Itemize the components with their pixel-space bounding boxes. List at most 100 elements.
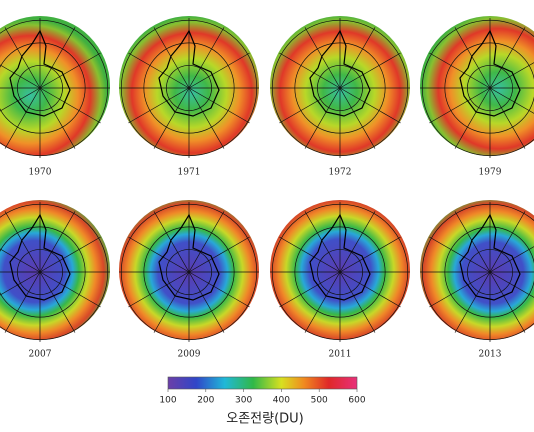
meridian-line: [279, 236, 341, 273]
meridian-line: [454, 27, 491, 89]
colorbar-tick-label: 500: [311, 396, 328, 406]
meridian-line: [128, 271, 190, 308]
meridian-line: [279, 271, 341, 308]
meridian-line: [4, 271, 41, 333]
colorbar-tick-label: 100: [159, 396, 176, 406]
meridian-line: [0, 64, 41, 89]
meridian-line: [188, 211, 225, 273]
year-label: 2011: [329, 350, 352, 360]
year-label: 2009: [178, 350, 201, 360]
meridian-line: [489, 87, 526, 149]
ozone-map: 1972: [270, 16, 410, 178]
ozone-map: 2009: [119, 200, 259, 360]
meridian-line: [429, 52, 491, 89]
antarctica-outline: [459, 213, 521, 301]
meridian-line: [188, 52, 250, 89]
meridian-line: [339, 87, 401, 124]
meridian-line: [39, 87, 101, 124]
colorbar-tick-label: 300: [235, 396, 252, 406]
colorbar-label: 오존전량(DU): [226, 412, 304, 427]
meridian-line: [339, 271, 376, 333]
ozone-map: 1970: [0, 16, 110, 178]
ozone-map: 2007: [0, 200, 110, 360]
meridian-line: [429, 271, 491, 308]
meridian-line: [489, 271, 526, 333]
meridian-line: [454, 271, 491, 333]
meridian-line: [279, 52, 341, 89]
meridian-line: [188, 87, 250, 124]
meridian-line: [339, 236, 401, 273]
meridian-line: [489, 62, 534, 89]
meridian-line: [39, 87, 76, 149]
meridian-line: [489, 87, 534, 114]
meridian-line: [153, 211, 190, 273]
colorbar-tick-label: 200: [197, 396, 214, 406]
globe: [0, 16, 110, 156]
ozone-map: 2013: [420, 200, 534, 360]
meridian-line: [39, 211, 76, 273]
ozone-map: 2011: [270, 200, 410, 360]
meridian-line: [39, 27, 76, 89]
meridian-line: [304, 27, 341, 89]
meridian-line: [153, 87, 190, 149]
meridian-line: [39, 236, 101, 273]
meridian-line: [188, 27, 225, 89]
antarctica-outline: [309, 213, 371, 301]
meridian-line: [0, 87, 41, 112]
meridian-line: [304, 271, 341, 333]
colorbar-tick-label: 600: [348, 396, 365, 406]
meridian-line: [489, 246, 534, 273]
colorbar-tick-label: 400: [273, 396, 290, 406]
year-label: 2007: [29, 350, 52, 360]
meridian-line: [339, 87, 376, 149]
meridian-line: [128, 52, 190, 89]
meridian-line: [188, 271, 225, 333]
meridian-line: [304, 87, 341, 149]
meridian-line: [4, 211, 41, 273]
meridian-line: [128, 236, 190, 273]
antarctica-outline: [9, 213, 71, 301]
meridian-line: [339, 211, 376, 273]
meridian-line: [304, 211, 341, 273]
meridian-line: [489, 27, 526, 89]
meridian-line: [39, 271, 76, 333]
antarctica-outline: [9, 29, 71, 117]
meridian-line: [339, 271, 401, 308]
meridian-line: [489, 211, 526, 273]
antarctica-outline: [309, 29, 371, 117]
meridian-line: [454, 211, 491, 273]
meridian-line: [339, 27, 376, 89]
globe: [420, 16, 534, 156]
meridian-line: [0, 271, 41, 296]
meridian-line: [4, 27, 41, 89]
meridian-line: [454, 87, 491, 149]
meridian-line: [153, 27, 190, 89]
meridian-line: [188, 236, 250, 273]
meridian-line: [429, 236, 491, 273]
year-label: 2013: [479, 350, 502, 360]
meridian-line: [429, 87, 491, 124]
meridian-line: [279, 87, 341, 124]
antarctica-outline: [459, 29, 521, 117]
year-label: 1971: [178, 168, 201, 178]
year-label: 1972: [329, 168, 352, 178]
ozone-map: 1971: [119, 16, 259, 178]
meridian-line: [489, 271, 534, 298]
antarctica-outline: [158, 29, 220, 117]
antarctica-outline: [158, 213, 220, 301]
meridian-line: [39, 271, 101, 308]
meridian-line: [188, 271, 250, 308]
meridian-line: [128, 87, 190, 124]
meridian-line: [188, 87, 225, 149]
meridian-line: [339, 52, 401, 89]
globe: [420, 200, 534, 340]
meridian-line: [4, 87, 41, 149]
year-label: 1979: [479, 168, 502, 178]
globe: [0, 200, 110, 340]
meridian-line: [39, 52, 101, 89]
meridian-line: [0, 248, 41, 273]
meridian-line: [153, 271, 190, 333]
colorbar: [167, 376, 358, 390]
year-label: 1970: [29, 168, 52, 178]
